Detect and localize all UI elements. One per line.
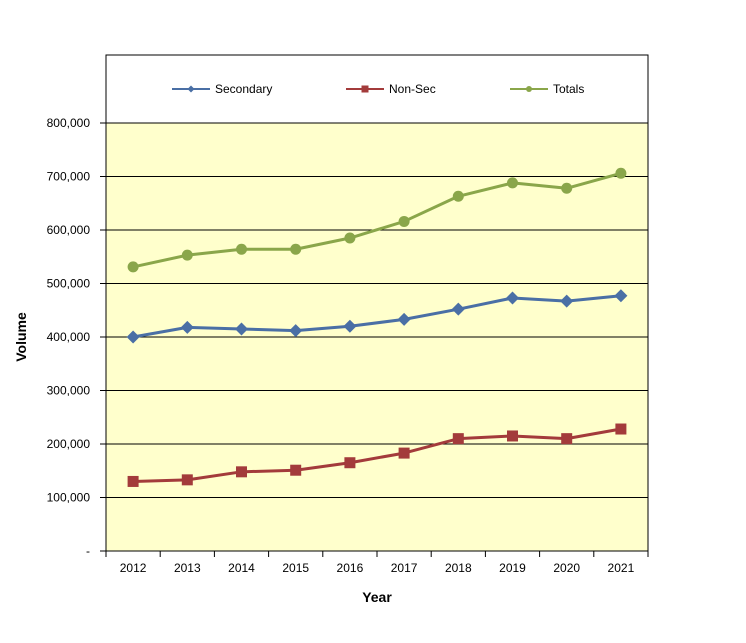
point-secondary-2017 [397, 312, 411, 326]
point-non-sec-2012 [127, 475, 139, 487]
x-axis-ticks: 2012 2013 2014 2015 2016 2017 2018 2019 2020 2021 [105, 551, 649, 575]
point-secondary-2013 [180, 320, 194, 334]
legend-label-secondary: Secondary [215, 82, 272, 96]
point-secondary-2012 [126, 330, 140, 344]
y-tick-label-500000: 500,000 [47, 277, 91, 291]
point-totals-2012 [127, 261, 139, 273]
y-tick-label-700000: 700,000 [47, 170, 91, 184]
y-axis-title: Volume [13, 312, 29, 362]
y-tick-label-800000: 800,000 [47, 116, 91, 130]
point-totals-2018 [452, 190, 464, 202]
legend-marker-non-sec [361, 85, 369, 93]
y-tick-label-200000: 200,000 [47, 437, 91, 451]
legend-item-non-sec: Non-Sec [346, 82, 436, 96]
gridlines [106, 122, 648, 498]
y-tick-label-600000: 600,000 [47, 223, 91, 237]
point-non-sec-2021 [615, 423, 627, 435]
x-tick-label-2013: 2013 [174, 561, 201, 575]
point-non-sec-2015 [290, 464, 302, 476]
x-tick-label-2015: 2015 [282, 561, 309, 575]
series-totals [127, 167, 627, 273]
point-totals-2020 [561, 182, 573, 194]
legend-label-totals: Totals [553, 82, 584, 96]
series-secondary [126, 289, 628, 344]
y-tick-label-0: - [86, 544, 90, 558]
legend-label-non-sec: Non-Sec [389, 82, 436, 96]
series-line-non-sec [133, 427, 622, 483]
y-tick-label-300000: 300,000 [47, 384, 91, 398]
legend-item-secondary: Secondary [172, 82, 272, 96]
x-axis-title: Year [362, 589, 392, 605]
point-totals-2015 [290, 243, 302, 255]
x-tick-label-2016: 2016 [337, 561, 364, 575]
x-tick-label-2020: 2020 [553, 561, 580, 575]
point-totals-2014 [236, 243, 247, 255]
point-non-sec-2017 [398, 447, 410, 459]
y-axis-ticks: - 100,000 200,000 300,000 400,000 500,000 600,… [47, 116, 106, 558]
series-group [126, 167, 628, 487]
point-secondary-2014 [235, 322, 248, 336]
point-secondary-2019 [506, 291, 519, 305]
series-non-sec [127, 423, 627, 487]
point-totals-2019 [507, 177, 518, 189]
point-secondary-2018 [451, 302, 465, 316]
x-tick-label-2012: 2012 [120, 561, 147, 575]
point-totals-2016 [344, 232, 356, 244]
point-totals-2013 [181, 249, 193, 261]
x-tick-label-2018: 2018 [445, 561, 472, 575]
x-tick-label-2019: 2019 [499, 561, 526, 575]
y-tick-label-100000: 100,000 [47, 491, 91, 505]
point-secondary-2020 [560, 294, 574, 308]
x-tick-label-2021: 2021 [608, 561, 635, 575]
point-totals-2017 [398, 215, 410, 227]
point-non-sec-2014 [236, 466, 247, 478]
legend-item-totals: Totals [510, 82, 584, 96]
point-secondary-2015 [289, 324, 303, 338]
axes: - 100,000 200,000 300,000 400,000 500,000 600,… [13, 116, 649, 605]
point-secondary-2016 [343, 319, 357, 333]
point-non-sec-2016 [344, 457, 356, 469]
series-line-secondary [132, 294, 622, 339]
point-secondary-2021 [614, 289, 628, 303]
y-tick-label-400000: 400,000 [47, 330, 91, 344]
legend-marker-totals [526, 86, 532, 92]
point-non-sec-2020 [561, 433, 573, 445]
series-line-totals [132, 171, 622, 269]
x-tick-label-2014: 2014 [228, 561, 255, 575]
plot-area [105, 122, 649, 552]
point-totals-2021 [615, 167, 627, 179]
x-tick-label-2017: 2017 [391, 561, 418, 575]
point-non-sec-2018 [452, 433, 464, 445]
point-non-sec-2013 [181, 474, 193, 486]
legend: Secondary Non-Sec Totals [105, 54, 649, 124]
legend-marker-secondary [187, 85, 195, 93]
point-non-sec-2019 [507, 430, 518, 442]
